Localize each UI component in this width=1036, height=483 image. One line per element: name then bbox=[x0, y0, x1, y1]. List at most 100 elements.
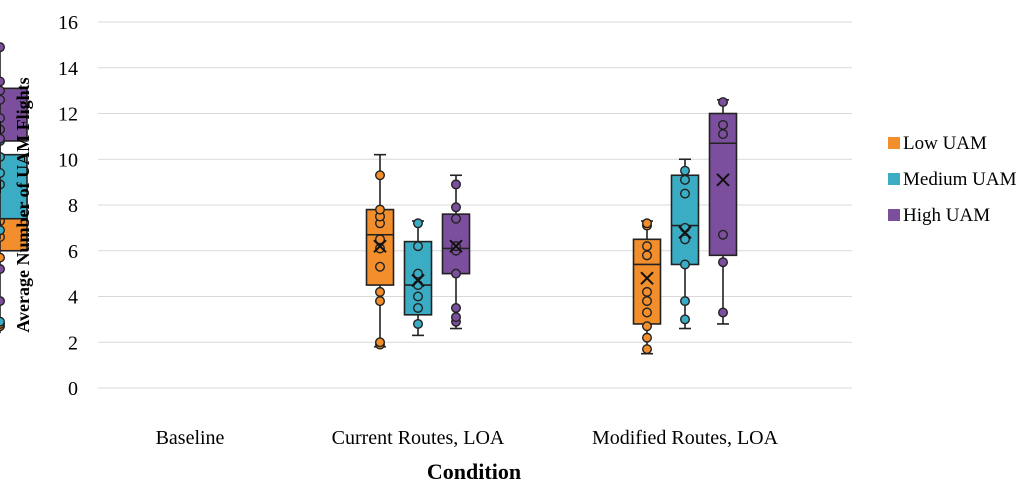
box bbox=[0, 153, 28, 220]
y-tick-label: 14 bbox=[58, 58, 78, 80]
data-point bbox=[642, 321, 653, 332]
y-tick-label: 2 bbox=[68, 332, 78, 354]
data-point bbox=[413, 318, 424, 329]
box-medium-uam bbox=[403, 218, 433, 337]
data-point bbox=[680, 259, 691, 270]
data-point bbox=[375, 234, 386, 245]
mean-marker bbox=[678, 225, 692, 240]
data-point bbox=[680, 314, 691, 325]
data-point bbox=[642, 241, 653, 252]
data-point bbox=[642, 218, 653, 229]
data-point bbox=[0, 296, 5, 307]
y-axis-title: Average Number of UAM Flights bbox=[13, 77, 33, 332]
data-point bbox=[0, 167, 5, 178]
data-point bbox=[0, 316, 5, 327]
data-point bbox=[718, 129, 729, 140]
legend-label: High UAM bbox=[903, 205, 990, 226]
y-tick-label: 10 bbox=[58, 149, 78, 171]
box-plot-area bbox=[0, 42, 738, 355]
data-point bbox=[0, 252, 5, 263]
x-axis-title: Condition bbox=[427, 459, 521, 483]
data-point bbox=[413, 218, 424, 229]
data-point bbox=[413, 268, 424, 279]
data-point bbox=[0, 124, 5, 135]
data-point bbox=[642, 286, 653, 297]
data-point bbox=[642, 296, 653, 307]
data-point bbox=[680, 174, 691, 185]
legend-label: Low UAM bbox=[903, 133, 987, 154]
data-point bbox=[451, 302, 462, 313]
y-tick-label: 6 bbox=[68, 241, 78, 263]
data-point bbox=[375, 261, 386, 272]
data-point bbox=[680, 296, 691, 307]
data-point bbox=[718, 119, 729, 130]
data-point bbox=[451, 268, 462, 279]
y-tick-label: 8 bbox=[68, 195, 78, 217]
y-tick-label: 4 bbox=[68, 287, 78, 309]
data-point bbox=[718, 257, 729, 268]
legend: Low UAM Medium UAM High UAM bbox=[888, 133, 1017, 226]
data-point bbox=[0, 225, 5, 236]
data-point bbox=[0, 133, 5, 144]
gridlines bbox=[98, 21, 852, 389]
box-high-uam bbox=[0, 42, 28, 307]
data-point bbox=[0, 42, 5, 53]
legend-label: Medium UAM bbox=[903, 169, 1017, 190]
data-point bbox=[680, 165, 691, 176]
data-point bbox=[0, 151, 5, 162]
data-point bbox=[413, 302, 424, 313]
data-point bbox=[451, 213, 462, 224]
data-point bbox=[413, 241, 424, 252]
data-point bbox=[375, 170, 386, 181]
y-tick-label: 16 bbox=[58, 12, 78, 34]
legend-swatch bbox=[888, 209, 900, 221]
data-point bbox=[680, 234, 691, 245]
data-point bbox=[718, 229, 729, 240]
mean-marker bbox=[640, 271, 654, 285]
data-point bbox=[718, 307, 729, 318]
data-point bbox=[718, 97, 729, 108]
data-point bbox=[0, 179, 5, 190]
box-medium-uam bbox=[670, 158, 700, 330]
box-high-uam bbox=[441, 174, 471, 330]
mean-marker bbox=[411, 273, 425, 288]
data-point bbox=[642, 250, 653, 261]
box-low-uam bbox=[365, 153, 395, 350]
data-point bbox=[642, 344, 653, 355]
data-point bbox=[375, 337, 386, 348]
data-point bbox=[413, 291, 424, 302]
box-high-uam bbox=[708, 97, 738, 325]
data-point bbox=[413, 280, 424, 291]
y-tick-labels: 0 2 4 6 8 10 12 14 16 bbox=[58, 12, 78, 400]
data-point bbox=[0, 85, 5, 96]
legend-swatch bbox=[888, 173, 900, 185]
data-point bbox=[680, 188, 691, 199]
y-tick-label: 0 bbox=[68, 378, 78, 400]
category-label: Modified Routes, LOA bbox=[592, 427, 779, 449]
data-point bbox=[375, 296, 386, 307]
mean-marker bbox=[449, 239, 463, 253]
category-label: Current Routes, LOA bbox=[332, 427, 505, 449]
data-point bbox=[0, 94, 5, 105]
data-point bbox=[451, 179, 462, 190]
data-point bbox=[680, 222, 691, 233]
data-point bbox=[451, 312, 462, 323]
data-point bbox=[0, 264, 5, 275]
legend-swatch bbox=[888, 137, 900, 149]
data-point bbox=[375, 204, 386, 215]
data-point bbox=[375, 286, 386, 297]
data-point bbox=[0, 76, 5, 87]
category-labels: Baseline Current Routes, LOA Modified Rout… bbox=[156, 427, 779, 449]
data-point bbox=[451, 202, 462, 213]
data-point bbox=[642, 307, 653, 318]
box bbox=[0, 87, 28, 142]
y-tick-label: 12 bbox=[58, 104, 78, 126]
category-label: Baseline bbox=[156, 427, 225, 449]
box-medium-uam bbox=[0, 111, 28, 327]
data-point bbox=[0, 113, 5, 124]
mean-marker bbox=[373, 239, 387, 253]
mean-marker bbox=[716, 173, 730, 187]
data-point bbox=[642, 332, 653, 343]
box-low-uam bbox=[632, 218, 662, 355]
